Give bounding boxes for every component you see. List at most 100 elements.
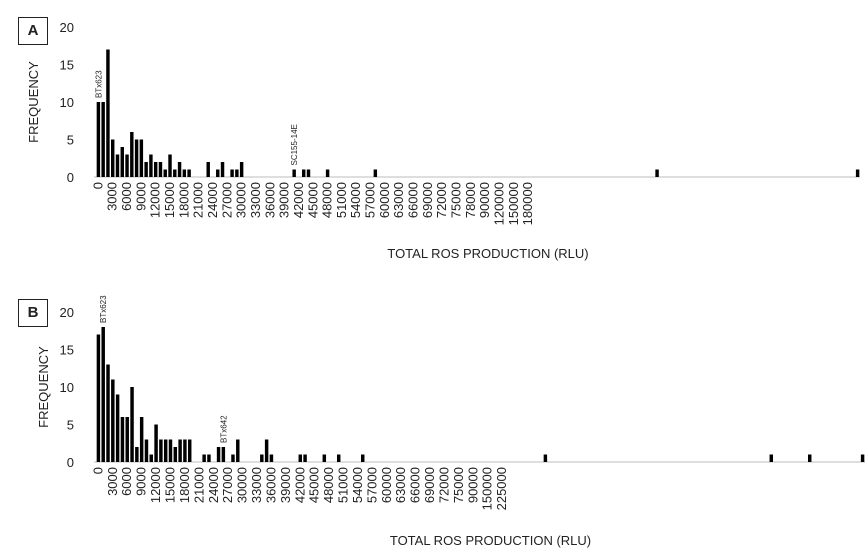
y-tick-label: 15 [60,343,74,358]
histogram-bar [178,439,182,462]
histogram-bar [149,154,153,177]
x-tick-label: 48000 [321,467,336,503]
x-axis-title: TOTAL ROS PRODUCTION (RLU) [390,533,591,548]
x-tick-label: 3000 [105,182,120,211]
histogram-bar [303,454,307,462]
x-tick-label: 18000 [176,182,191,218]
histogram-bar [101,327,105,462]
histogram-bar [125,154,129,177]
bar-annotation: BTx623 [99,295,108,323]
histogram-bar [115,154,120,177]
histogram-bar [336,454,341,462]
x-tick-label: 24000 [205,182,220,218]
x-tick-label: 33000 [248,182,263,218]
x-tick-label: 0 [90,467,105,474]
x-tick-label: 51000 [334,182,349,218]
histogram-bar [301,169,306,177]
histogram-bar [101,102,105,177]
x-tick-label: 69000 [422,467,437,503]
x-tick-label: 15000 [162,467,177,503]
histogram-bar [111,379,115,462]
x-tick-label: 39000 [278,467,293,503]
panel-label-b: B [18,299,48,327]
x-tick-label: 69000 [420,182,435,218]
x-tick-label: 3000 [105,467,120,496]
x-tick-label: 36000 [262,182,277,218]
x-tick-label: 42000 [292,467,307,503]
x-tick-label: 90000 [465,467,480,503]
histogram-bar [120,417,125,462]
histogram-bar [230,169,234,177]
histogram-bar [236,439,240,462]
x-tick-label: 66000 [408,467,423,503]
y-axis-title: FREQUENCY [36,346,51,428]
histogram-bar [163,439,168,462]
histogram-bar [149,454,154,462]
histogram-bar [183,439,187,462]
x-tick-label: 27000 [219,182,234,218]
histogram-bar [769,454,774,462]
histogram-bar [135,447,139,462]
histogram-bar [154,424,158,462]
histogram-bar [158,162,163,177]
histogram-bar [96,334,101,462]
x-tick-label: 54000 [350,467,365,503]
x-axis-title: TOTAL ROS PRODUCTION (RLU) [387,246,588,261]
histogram-bar [239,162,244,177]
y-tick-label: 15 [60,58,74,73]
x-tick-label: 72000 [434,182,449,218]
x-tick-label: 21000 [191,182,206,218]
y-tick-label: 5 [67,133,74,148]
y-tick-label: 5 [67,418,74,433]
histogram-bar [235,169,239,177]
x-tick-label: 36000 [263,467,278,503]
histogram-bar [106,49,110,177]
histogram-bar [130,387,134,462]
histogram-bar [361,454,365,462]
histogram-bar [173,169,177,177]
histogram-bar [144,439,149,462]
y-tick-label: 0 [67,455,74,470]
x-tick-label: 63000 [391,182,406,218]
x-tick-label: 24000 [206,467,221,503]
histogram-bar [306,169,311,177]
y-axis-title: FREQUENCY [26,61,41,143]
y-tick-label: 0 [67,170,74,185]
x-tick-label: 57000 [364,467,379,503]
y-tick-label: 20 [60,20,74,35]
x-tick-label: 120000 [491,182,506,225]
histogram-bar [125,417,129,462]
x-tick-label: 9000 [134,467,149,496]
histogram-bar [139,417,144,462]
histogram-bar [106,364,110,462]
histogram-bar [173,447,178,462]
x-tick-label: 18000 [177,467,192,503]
histogram-bar [115,394,120,462]
histogram-bar [134,139,139,177]
histogram-bar [202,454,206,462]
histogram-bar [264,439,269,462]
histogram-bar [187,169,191,177]
x-tick-label: 6000 [119,182,134,211]
histogram-bar [655,169,659,177]
x-tick-label: 180000 [520,182,535,225]
histogram-bar [322,454,327,462]
histogram-bar [807,454,812,462]
x-tick-label: 225000 [494,467,509,510]
histogram-bar [543,454,548,462]
x-tick-label: 48000 [320,182,335,218]
panel-label-a: A [18,17,48,45]
x-tick-label: 60000 [377,182,392,218]
x-tick-label: 57000 [363,182,378,218]
histogram-bar [159,439,163,462]
x-tick-label: 0 [90,182,105,189]
histogram-bar [130,132,134,177]
histogram-bar [373,169,378,177]
histogram-bar [860,454,865,462]
histogram-bar [177,162,182,177]
histogram-bar [153,162,158,177]
histogram-bar [221,447,226,462]
bar-annotation: BTx623 [94,70,103,98]
